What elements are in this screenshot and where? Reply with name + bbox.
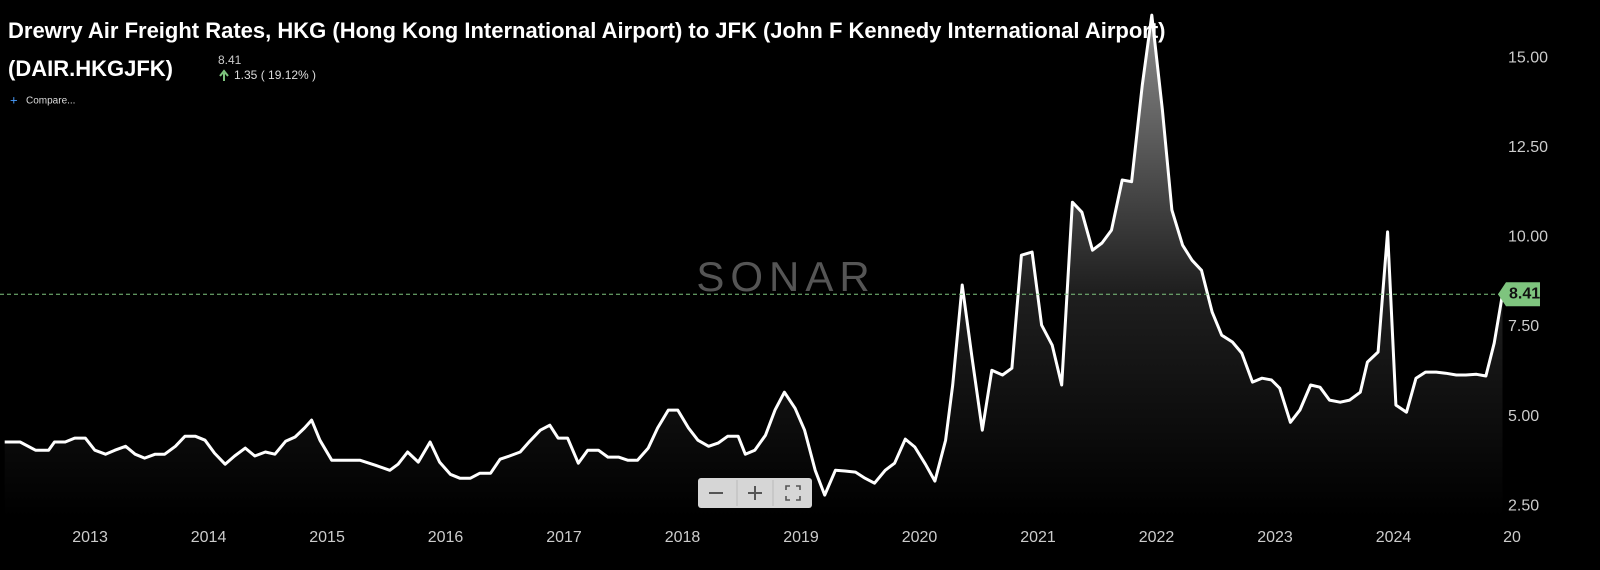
y-tick-label: 2.50 <box>1508 497 1539 514</box>
y-tick-label: 12.50 <box>1508 139 1548 156</box>
y-tick-label: 10.00 <box>1508 229 1548 246</box>
zoom-controls <box>698 478 812 508</box>
x-tick-label: 2018 <box>665 529 701 546</box>
ticker: (DAIR.HKGJFK) <box>8 56 173 81</box>
last-value-label: 8.41 <box>1509 286 1540 303</box>
x-tick-label: 20 <box>1503 529 1521 546</box>
x-tick-label: 2013 <box>72 529 108 546</box>
x-tick-label: 2016 <box>428 529 464 546</box>
y-tick-label: 15.00 <box>1508 49 1548 66</box>
last-value: 8.41 <box>218 53 242 67</box>
x-tick-label: 2019 <box>783 529 819 546</box>
last-value-badge <box>1498 282 1540 307</box>
y-tick-label: 5.00 <box>1508 408 1539 425</box>
x-tick-label: 2021 <box>1020 529 1056 546</box>
x-tick-label: 2020 <box>902 529 938 546</box>
y-tick-label: 7.50 <box>1508 318 1539 335</box>
x-tick-label: 2017 <box>546 529 582 546</box>
watermark: SONAR <box>696 253 875 300</box>
fullscreen[interactable] <box>785 485 801 501</box>
x-tick-label: 2024 <box>1376 529 1412 546</box>
compare-plus[interactable]: + <box>10 92 18 107</box>
x-tick-label: 2022 <box>1139 529 1175 546</box>
x-tick-label: 2015 <box>309 529 345 546</box>
line <box>4 13 1504 497</box>
area-fill <box>4 15 1503 518</box>
compare-button[interactable]: Compare... <box>26 96 75 107</box>
chart-title: Drewry Air Freight Rates, HKG (Hong Kong… <box>8 18 1165 43</box>
change: 1.35 ( 19.12% ) <box>234 68 316 82</box>
up-arrow <box>219 69 229 81</box>
zoom-in[interactable] <box>748 486 762 500</box>
x-tick-label: 2023 <box>1257 529 1293 546</box>
x-tick-label: 2014 <box>191 529 227 546</box>
